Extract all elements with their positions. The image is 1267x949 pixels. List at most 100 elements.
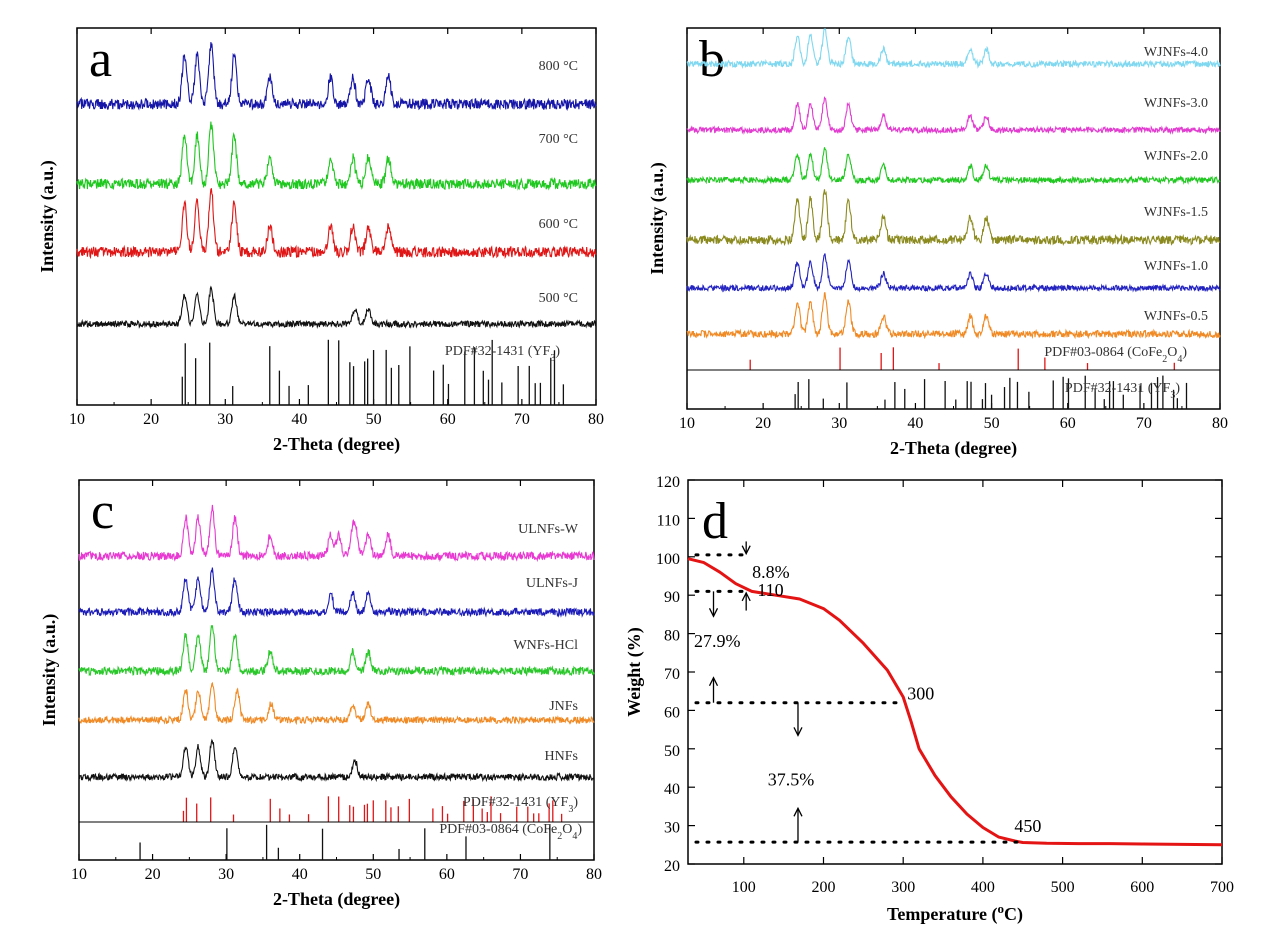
- series-label: 600 °C: [539, 217, 578, 232]
- annotation-loss-2: 27.9%: [694, 631, 741, 651]
- arrow-head: [708, 608, 719, 618]
- x-tick-label: 20: [143, 411, 159, 428]
- x-tick-label: 50: [365, 866, 381, 883]
- x-tick-label: 50: [366, 411, 382, 428]
- xrd-trace: [78, 567, 595, 618]
- x-tick-label: 20: [755, 415, 771, 432]
- x-axis-title: Temperature (oC): [887, 901, 1023, 926]
- x-tick-label: 40: [907, 415, 923, 432]
- x-axis-title: 2-Theta (degree): [273, 434, 400, 455]
- y-axis-title: Intensity (a.u.): [647, 162, 668, 275]
- x-tick-label: 200: [811, 879, 835, 896]
- y-tick-label: 50: [664, 743, 680, 760]
- panel-b: 10 20 30 40 50 60 70 80 2-Theta (degree) Intensit…: [647, 27, 1228, 459]
- y-tick-label: 70: [664, 666, 680, 683]
- xrd-trace: [76, 285, 597, 329]
- panel-letter: b: [699, 31, 725, 88]
- x-tick-label: 300: [891, 879, 915, 896]
- x-tick-label: 70: [512, 866, 528, 883]
- y-tick-label: 80: [664, 628, 680, 645]
- xrd-trace: [78, 504, 595, 563]
- series-label: WJNFs-2.0: [1144, 149, 1208, 164]
- x-tick-label: 400: [971, 879, 995, 896]
- xrd-trace: [76, 42, 597, 112]
- y-tick-label: 100: [656, 551, 680, 568]
- x-tick-label: 10: [679, 415, 695, 432]
- x-tick-label: 700: [1210, 879, 1234, 896]
- reference-label: PDF#32-1431 (YF3): [463, 795, 578, 815]
- x-tick-label: 40: [291, 411, 307, 428]
- reference-label: PDF#32-1431 (YF3): [1065, 381, 1180, 401]
- xrd-trace: [686, 253, 1221, 293]
- panel-a: 10 20 30 40 50 60 70 80 2-Theta (degree) Intensit…: [37, 27, 604, 455]
- panel-d: 100 200 300 400 500 600 700 20 30 40 50 60 70 80 90 100…: [624, 474, 1234, 925]
- y-tick-label: 110: [657, 512, 680, 529]
- y-axis-title: Intensity (a.u.): [37, 160, 58, 273]
- x-tick-label: 60: [1060, 415, 1076, 432]
- x-tick-label: 10: [69, 411, 85, 428]
- series-label: ULNFs-J: [526, 576, 579, 591]
- y-tick-label: 40: [664, 781, 680, 798]
- tga-curve: [687, 557, 1223, 847]
- xrd-trace: [686, 189, 1221, 247]
- arrow-head: [741, 591, 751, 602]
- panel-letter: a: [89, 31, 112, 88]
- annotation-temp-300: 300: [907, 684, 934, 704]
- annotation-loss-1: 8.8%: [752, 562, 790, 582]
- y-tick-label: 20: [664, 858, 680, 875]
- x-tick-label: 70: [514, 411, 530, 428]
- xrd-trace: [78, 681, 595, 726]
- x-tick-label: 500: [1051, 879, 1075, 896]
- xrd-trace: [686, 27, 1221, 70]
- arrow-head: [708, 676, 719, 687]
- panel-c: 10 20 30 40 50 60 70 80 2-Theta (degree) Intensit…: [39, 479, 602, 910]
- x-tick-label: 80: [586, 866, 602, 883]
- series-label: WJNFs-0.5: [1144, 309, 1208, 324]
- y-axis-title: Intensity (a.u.): [39, 614, 60, 727]
- x-tick-label: 20: [145, 866, 161, 883]
- annotation-loss-3: 37.5%: [768, 769, 815, 789]
- x-tick-label: 600: [1130, 879, 1154, 896]
- x-tick-label: 60: [439, 866, 455, 883]
- x-tick-label: 40: [292, 866, 308, 883]
- reference-label: PDF#03-0864 (CoFe2O4): [1044, 345, 1187, 365]
- reference-label: PDF#03-0864 (CoFe2O4): [439, 822, 582, 842]
- x-tick-label: 80: [588, 411, 604, 428]
- series-label: WJNFs-3.0: [1144, 96, 1208, 111]
- annotation-temp-450: 450: [1014, 816, 1041, 836]
- xrd-trace: [686, 96, 1221, 135]
- arrow-head: [793, 727, 803, 737]
- x-tick-label: 50: [984, 415, 1000, 432]
- series-label: WJNFs-1.0: [1144, 259, 1208, 274]
- x-tick-label: 30: [217, 411, 233, 428]
- arrow-head: [793, 806, 803, 817]
- x-tick-label: 70: [1136, 415, 1152, 432]
- series-label: WJNFs-1.5: [1144, 205, 1208, 220]
- series-label: WNFs-HCl: [513, 638, 578, 653]
- x-tick-label: 60: [440, 411, 456, 428]
- plot-frame: [687, 479, 1223, 865]
- x-tick-label: 100: [732, 879, 756, 896]
- y-tick-label: 120: [656, 474, 680, 491]
- x-tick-label: 30: [218, 866, 234, 883]
- arrow-head: [741, 545, 751, 556]
- panel-letter: d: [702, 493, 728, 550]
- series-label: 700 °C: [539, 132, 578, 147]
- x-axis-title: 2-Theta (degree): [273, 889, 400, 910]
- series-label: 800 °C: [539, 59, 578, 74]
- xrd-trace: [76, 121, 597, 191]
- series-label: 500 °C: [539, 291, 578, 306]
- y-axis-title: Weight (%): [624, 627, 645, 717]
- reference-label: PDF#32-1431 (YF3): [445, 344, 560, 364]
- series-label: HNFs: [545, 749, 578, 764]
- series-label: WJNFs-4.0: [1144, 45, 1208, 60]
- xrd-trace: [686, 292, 1221, 340]
- x-tick-label: 80: [1212, 415, 1228, 432]
- annotation-temp-110: 110: [757, 580, 783, 600]
- xrd-trace: [76, 187, 597, 260]
- xrd-trace: [78, 625, 595, 677]
- y-tick-label: 90: [664, 589, 680, 606]
- x-tick-label: 10: [71, 866, 87, 883]
- y-tick-label: 60: [664, 704, 680, 721]
